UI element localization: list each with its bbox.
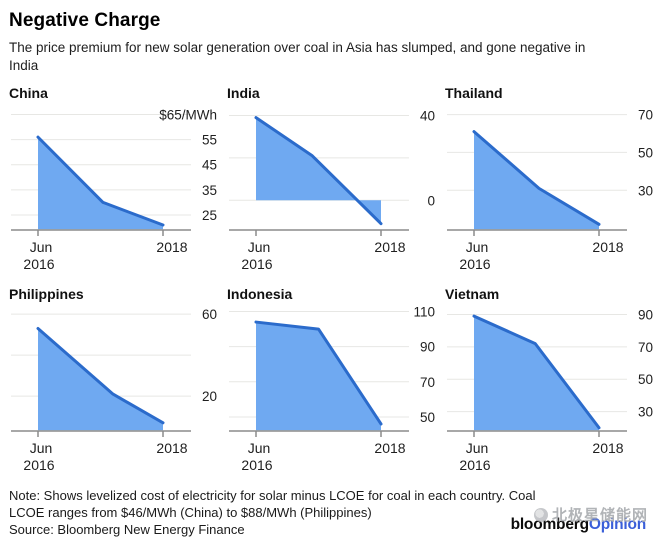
svg-text:90: 90 [420, 340, 435, 355]
page-title: Negative Charge [9, 10, 161, 31]
note-line1: Note: Shows levelized cost of electricit… [9, 488, 536, 504]
svg-text:2016: 2016 [459, 457, 490, 473]
svg-text:Jun: Jun [248, 440, 271, 456]
page-subtitle: The price premium for new solar generati… [9, 39, 644, 75]
svg-text:Jun: Jun [248, 239, 271, 255]
charts-grid: China $65/MWh 55 45 35 25 Jun 2016 2018 India 4… [9, 85, 653, 477]
svg-text:Jun: Jun [466, 440, 489, 456]
svg-text:2016: 2016 [241, 256, 272, 272]
brand-area: 北极星储能网 bloombergOpinion [510, 504, 648, 534]
svg-text:45: 45 [202, 158, 217, 173]
svg-text:2018: 2018 [592, 440, 623, 456]
opinion-logo-text: Opinion [588, 516, 646, 533]
chart-cell-china: China $65/MWh 55 45 35 25 Jun 2016 2018 [9, 85, 225, 276]
svg-text:2018: 2018 [156, 239, 187, 255]
svg-text:Jun: Jun [30, 239, 53, 255]
chart-cell-vietnam: Vietnam 90 70 50 30 Jun 2016 2018 [445, 286, 654, 477]
chart-title-thailand: Thailand [445, 85, 503, 102]
svg-text:35: 35 [202, 183, 217, 198]
chart-title-vietnam: Vietnam [445, 286, 500, 303]
svg-text:$65/MWh: $65/MWh [159, 108, 217, 123]
watermark-text: 北极星储能网 [551, 507, 648, 524]
bloomberg-logo-text: bloomberg [510, 516, 589, 533]
svg-text:2018: 2018 [592, 239, 623, 255]
subtitle-line2: India [9, 58, 39, 74]
svg-text:50: 50 [638, 146, 653, 161]
chart-title-india: India [227, 85, 260, 102]
svg-text:50: 50 [420, 410, 435, 425]
svg-text:2016: 2016 [23, 457, 54, 473]
svg-text:25: 25 [202, 208, 217, 223]
svg-text:0: 0 [427, 194, 435, 209]
chart-title-indonesia: Indonesia [227, 286, 293, 303]
watermark-logo-icon [533, 507, 548, 522]
svg-text:30: 30 [638, 405, 653, 420]
chart-title-philippines: Philippines [9, 286, 84, 303]
svg-text:50: 50 [638, 373, 653, 388]
svg-text:2018: 2018 [374, 440, 405, 456]
svg-text:110: 110 [413, 305, 435, 320]
svg-text:2016: 2016 [241, 457, 272, 473]
svg-text:2016: 2016 [23, 256, 54, 272]
svg-text:60: 60 [202, 308, 217, 323]
svg-text:40: 40 [420, 109, 435, 124]
chart-title-china: China [9, 85, 48, 102]
chart-cell-india: India 40 0 Jun 2016 2018 [227, 85, 443, 276]
subtitle-line1: The price premium for new solar generati… [9, 40, 586, 55]
svg-text:90: 90 [638, 308, 653, 323]
footer-note: Note: Shows levelized cost of electricit… [9, 487, 644, 538]
svg-text:Jun: Jun [30, 440, 53, 456]
svg-text:Jun: Jun [466, 239, 489, 255]
bloomberg-opinion-logo: bloombergOpinion [510, 516, 647, 534]
svg-text:2018: 2018 [374, 239, 405, 255]
svg-text:2016: 2016 [459, 256, 490, 272]
svg-text:70: 70 [638, 340, 653, 355]
chart-cell-indonesia: Indonesia 110 90 70 50 Jun 2016 2018 [227, 286, 443, 477]
svg-text:70: 70 [638, 108, 653, 123]
svg-text:55: 55 [202, 133, 217, 148]
note-line2: LCOE ranges from $46/MWh (China) to $88/… [9, 505, 372, 521]
svg-text:30: 30 [638, 184, 653, 199]
source-line: Source: Bloomberg New Energy Finance [9, 522, 245, 538]
svg-text:70: 70 [420, 375, 435, 390]
chart-cell-thailand: Thailand 70 50 30 Jun 2016 2018 [445, 85, 654, 276]
watermark: 北极星储能网 [511, 504, 648, 525]
chart-cell-philippines: Philippines 60 20 Jun 2016 2018 [9, 286, 225, 477]
svg-text:2018: 2018 [156, 440, 187, 456]
svg-text:20: 20 [202, 390, 217, 405]
